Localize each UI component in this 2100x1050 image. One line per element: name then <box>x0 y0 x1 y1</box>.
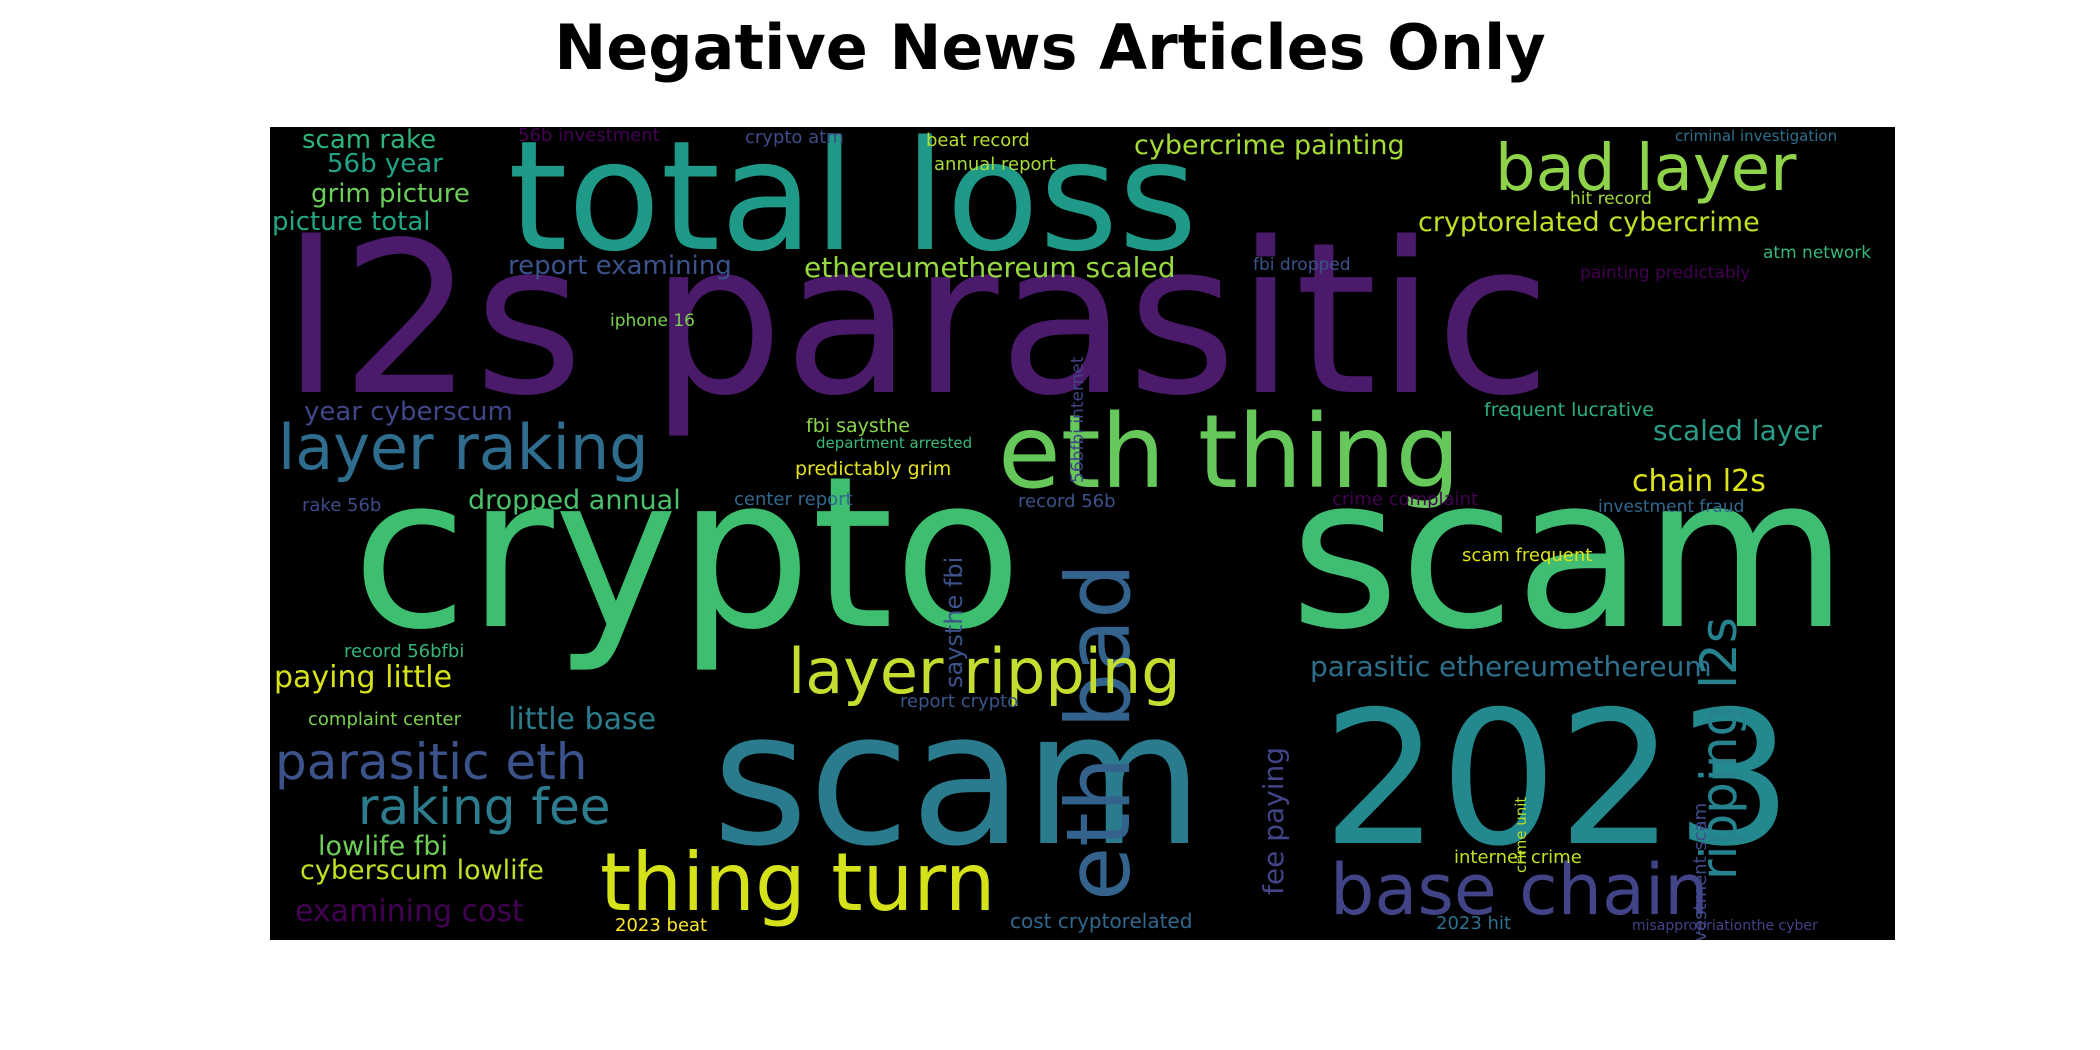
word-parasitic-eth: parasitic eth <box>275 733 588 791</box>
word-little-base: little base <box>508 702 657 737</box>
word-cybercrime-painting: cybercrime painting <box>1134 130 1405 161</box>
word-scam: scam <box>712 671 1204 887</box>
word-crypto: crypto <box>352 431 1023 676</box>
word-scam-rake: scam rake <box>302 127 437 155</box>
word-grim-picture: grim picture <box>311 179 470 209</box>
word-eth-thing: eth thing <box>998 393 1461 512</box>
word-chain-l2s: chain l2s <box>1632 464 1766 499</box>
word-center-report: center report <box>734 489 853 510</box>
word-cloud: l2s parasitic crypto scam total loss sca… <box>270 127 1895 940</box>
word-2023-hit: 2023 hit <box>1436 913 1511 934</box>
word-cryptorelated-cybercrime: cryptorelated cybercrime <box>1418 207 1760 238</box>
word-56b-year: 56b year <box>327 149 443 179</box>
word-eth-bad: eth bad <box>1047 562 1150 901</box>
word-total-loss: total loss <box>508 127 1198 285</box>
word-bad-layer: bad layer <box>1495 132 1797 206</box>
word-paying-little: paying little <box>274 660 453 695</box>
word-fee-paying: fee paying <box>1257 746 1290 895</box>
word-l2s-parasitic: l2s parasitic <box>282 197 1552 442</box>
word-scam-large: scam <box>1290 431 1849 676</box>
word-frequent-lucrative: frequent lucrative <box>1484 399 1654 421</box>
word-thing-turn: thing turn <box>600 836 996 929</box>
word-atm-network: atm network <box>1763 243 1872 263</box>
word-rake-56b: rake 56b <box>302 495 382 516</box>
word-fbi-saysthe: fbi saysthe <box>806 415 910 437</box>
word-56bfbi-internet: 56bfbi internet <box>1068 356 1088 483</box>
word-annual-report: annual report <box>934 154 1056 175</box>
word-parasitic-ethereumethereum: parasitic ethereumethereum <box>1310 650 1712 683</box>
word-saysthe-fbi: saysthe fbi <box>940 556 968 688</box>
chart-title: Negative News Articles Only <box>554 11 1546 84</box>
word-report-crypto: report crypto <box>900 691 1019 712</box>
word-base-chain: base chain <box>1330 849 1709 931</box>
word-misappropriationthe-cyber: misappropriationthe cyber <box>1632 918 1818 934</box>
word-record-56bfbi: record 56bfbi <box>344 641 465 662</box>
word-department-arrested: department arrested <box>816 434 973 452</box>
word-scam-frequent: scam frequent <box>1462 545 1593 566</box>
word-scaled-layer: scaled layer <box>1653 414 1823 447</box>
word-examining-cost: examining cost <box>295 894 524 929</box>
word-report-examining: report examining <box>508 251 732 281</box>
word-year-cyberscum: year cyberscum <box>304 397 513 427</box>
word-hit-record: hit record <box>1570 189 1652 209</box>
word-iphone-16: iphone 16 <box>610 311 695 331</box>
word-picture-total: picture total <box>272 207 431 237</box>
word-dropped-annual: dropped annual <box>468 485 681 516</box>
word-cyberscum-lowlife: cyberscum lowlife <box>300 855 544 886</box>
word-raking-fee: raking fee <box>358 778 611 836</box>
word-fbi-dropped: fbi dropped <box>1253 255 1351 275</box>
word-internet-crime: internet crime <box>1454 847 1582 868</box>
word-2023: 2023 <box>1322 671 1793 887</box>
word-predictably-grim: predictably grim <box>795 458 952 480</box>
word-investment-fraud: investment fraud <box>1598 497 1745 517</box>
word-painting-predictably: painting predictably <box>1580 263 1751 283</box>
word-complaint-center: complaint center <box>308 709 461 730</box>
word-ethereumethereum-scaled: ethereumethereum scaled <box>804 251 1176 284</box>
word-layer-raking: layer raking <box>278 411 649 484</box>
word-crime-complaint: crime complaint <box>1332 489 1478 510</box>
word-56b-investment: 56b investment <box>518 127 660 146</box>
word-layer-ripping: layer ripping <box>788 635 1181 708</box>
word-lowlife-fbi: lowlife fbi <box>318 831 448 862</box>
word-crypto-atm: crypto atm <box>745 127 844 148</box>
word-2023-beat: 2023 beat <box>615 915 708 936</box>
word-criminal-investigation: criminal investigation <box>1675 127 1838 145</box>
word-record-56b: record 56b <box>1018 491 1116 512</box>
word-cost-cryptorelated: cost cryptorelated <box>1010 909 1193 933</box>
word-beat-record: beat record <box>926 130 1030 151</box>
